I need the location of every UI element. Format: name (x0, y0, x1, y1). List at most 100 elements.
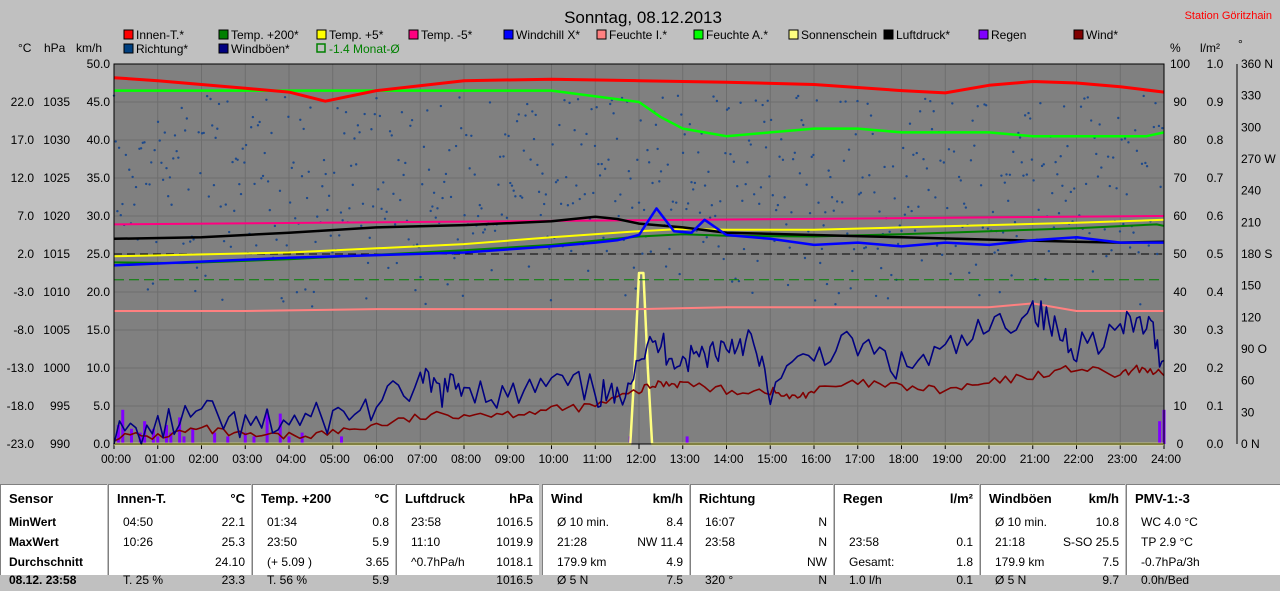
celsius-tick-label: -23.0 (7, 437, 35, 451)
richtung-point (566, 204, 570, 207)
richtung-point (617, 214, 620, 218)
kmh-axis-label: km/h (76, 41, 102, 55)
richtung-point (216, 127, 219, 130)
richtung-point (925, 167, 929, 170)
richtung-point (1137, 251, 1140, 254)
richtung-point (1132, 231, 1135, 234)
stats-cell-value: 1016.5 (496, 515, 533, 529)
richtung-point (998, 290, 1001, 294)
richtung-point (852, 248, 856, 251)
richtung-point (1095, 152, 1098, 156)
richtung-point (349, 164, 353, 168)
stats-cell-left: WC 4.0 °C (1141, 515, 1198, 529)
stats-cell-value: 1018.1 (496, 555, 533, 569)
richtung-point (310, 305, 314, 308)
richtung-point (968, 271, 971, 274)
kmh-tick-label: 40.0 (87, 133, 111, 147)
richtung-point (427, 168, 431, 171)
richtung-point (424, 302, 427, 306)
richtung-point (170, 203, 173, 206)
stats-cell-left: -0.7hPa/3h (1141, 555, 1200, 569)
richtung-point (668, 247, 671, 251)
x-tick-label: 20:00 (976, 452, 1006, 466)
richtung-point (436, 207, 439, 210)
richtung-point (697, 151, 700, 154)
hpa-tick-label: 990 (50, 437, 70, 451)
kmh-tick-label: 20.0 (87, 285, 111, 299)
richtung-point (798, 172, 802, 175)
richtung-point (634, 287, 637, 290)
richtung-point (134, 185, 138, 189)
richtung-point (769, 118, 773, 122)
celsius-tick-label: -8.0 (13, 323, 34, 337)
stats-cell-left: Ø 10 min. (995, 515, 1048, 529)
richtung-point (908, 122, 912, 125)
richtung-point (255, 244, 258, 247)
richtung-point (241, 147, 244, 150)
stats-cell-left: 16:07 (705, 515, 736, 529)
richtung-point (414, 288, 417, 292)
richtung-point (631, 206, 634, 209)
richtung-point (922, 158, 925, 161)
richtung-point (841, 201, 844, 204)
richtung-point (368, 236, 371, 240)
stats-header-temp200: Temp. +200 °C (261, 491, 389, 509)
richtung-point (1091, 270, 1095, 273)
richtung-point (1123, 137, 1127, 140)
richtung-point (1022, 174, 1025, 177)
richtung-point (1012, 150, 1015, 154)
richtung-point (869, 114, 873, 117)
richtung-point (531, 110, 534, 113)
richtung-point (551, 143, 554, 146)
deg-tick-label: 360 N (1241, 57, 1273, 71)
richtung-point (434, 216, 437, 219)
stats-cell-left: Ø 5 N (995, 573, 1027, 587)
richtung-point (659, 170, 663, 173)
richtung-point (251, 115, 255, 119)
stats-cell-left: 21:18 (995, 535, 1026, 549)
richtung-point (116, 209, 119, 213)
richtung-point (512, 189, 515, 192)
deg-tick-label: 150 (1241, 279, 1261, 293)
richtung-point (432, 191, 436, 194)
legend-label: Temp. -5* (421, 28, 473, 42)
stats-cell-value: 4.9 (666, 555, 683, 569)
richtung-point (815, 99, 819, 102)
richtung-point (886, 297, 890, 300)
richtung-point (473, 173, 476, 176)
richtung-point (678, 272, 681, 276)
richtung-point (236, 158, 239, 161)
richtung-point (153, 148, 156, 152)
richtung-point (202, 131, 205, 135)
richtung-point (864, 246, 868, 249)
richtung-point (676, 94, 680, 98)
legend-swatch (596, 29, 607, 40)
richtung-point (1084, 182, 1088, 186)
celsius-tick-label: 12.0 (11, 171, 35, 185)
richtung-point (857, 193, 861, 196)
richtung-point (415, 243, 419, 246)
richtung-point (730, 280, 734, 283)
legend-swatch (693, 29, 704, 40)
stats-cell-value: 10.8 (1095, 515, 1119, 529)
rain-tick-label: 0.9 (1207, 95, 1224, 109)
richtung-point (896, 242, 900, 246)
rain-tick-label: 0.6 (1207, 209, 1224, 223)
stats-header-label: Innen-T. (117, 491, 167, 506)
richtung-point (194, 289, 197, 293)
richtung-point (336, 107, 339, 110)
richtung-point (786, 283, 790, 287)
richtung-point (654, 123, 658, 127)
richtung-point (449, 195, 453, 199)
richtung-point (666, 163, 669, 166)
richtung-point (1032, 179, 1035, 182)
richtung-point (527, 265, 531, 268)
regen-bar (191, 428, 195, 444)
x-tick-label: 03:00 (232, 452, 262, 466)
chart-title: Sonntag, 08.12.2013 (564, 8, 722, 27)
richtung-point (390, 134, 393, 137)
richtung-point (559, 202, 563, 206)
richtung-point (217, 102, 221, 106)
stats-header-innen: Innen-T. °C (117, 491, 245, 509)
stats-header-label: Regen (843, 491, 883, 506)
